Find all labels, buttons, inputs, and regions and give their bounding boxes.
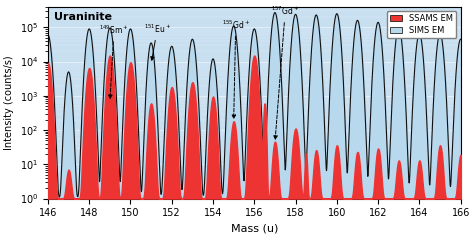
X-axis label: Mass (u): Mass (u) (230, 224, 278, 234)
Text: $^{157}$Gd$^+$: $^{157}$Gd$^+$ (271, 5, 299, 139)
Legend: SSAMS EM, SIMS EM: SSAMS EM, SIMS EM (387, 11, 456, 38)
Text: $^{149}$Sm$^+$: $^{149}$Sm$^+$ (99, 24, 129, 98)
Text: Uraninite: Uraninite (54, 12, 112, 22)
Y-axis label: Intensity (counts/s): Intensity (counts/s) (4, 55, 14, 150)
Text: $^{155}$Gd$^+$: $^{155}$Gd$^+$ (221, 18, 250, 118)
Text: $^{151}$Eu$^+$: $^{151}$Eu$^+$ (144, 23, 171, 60)
